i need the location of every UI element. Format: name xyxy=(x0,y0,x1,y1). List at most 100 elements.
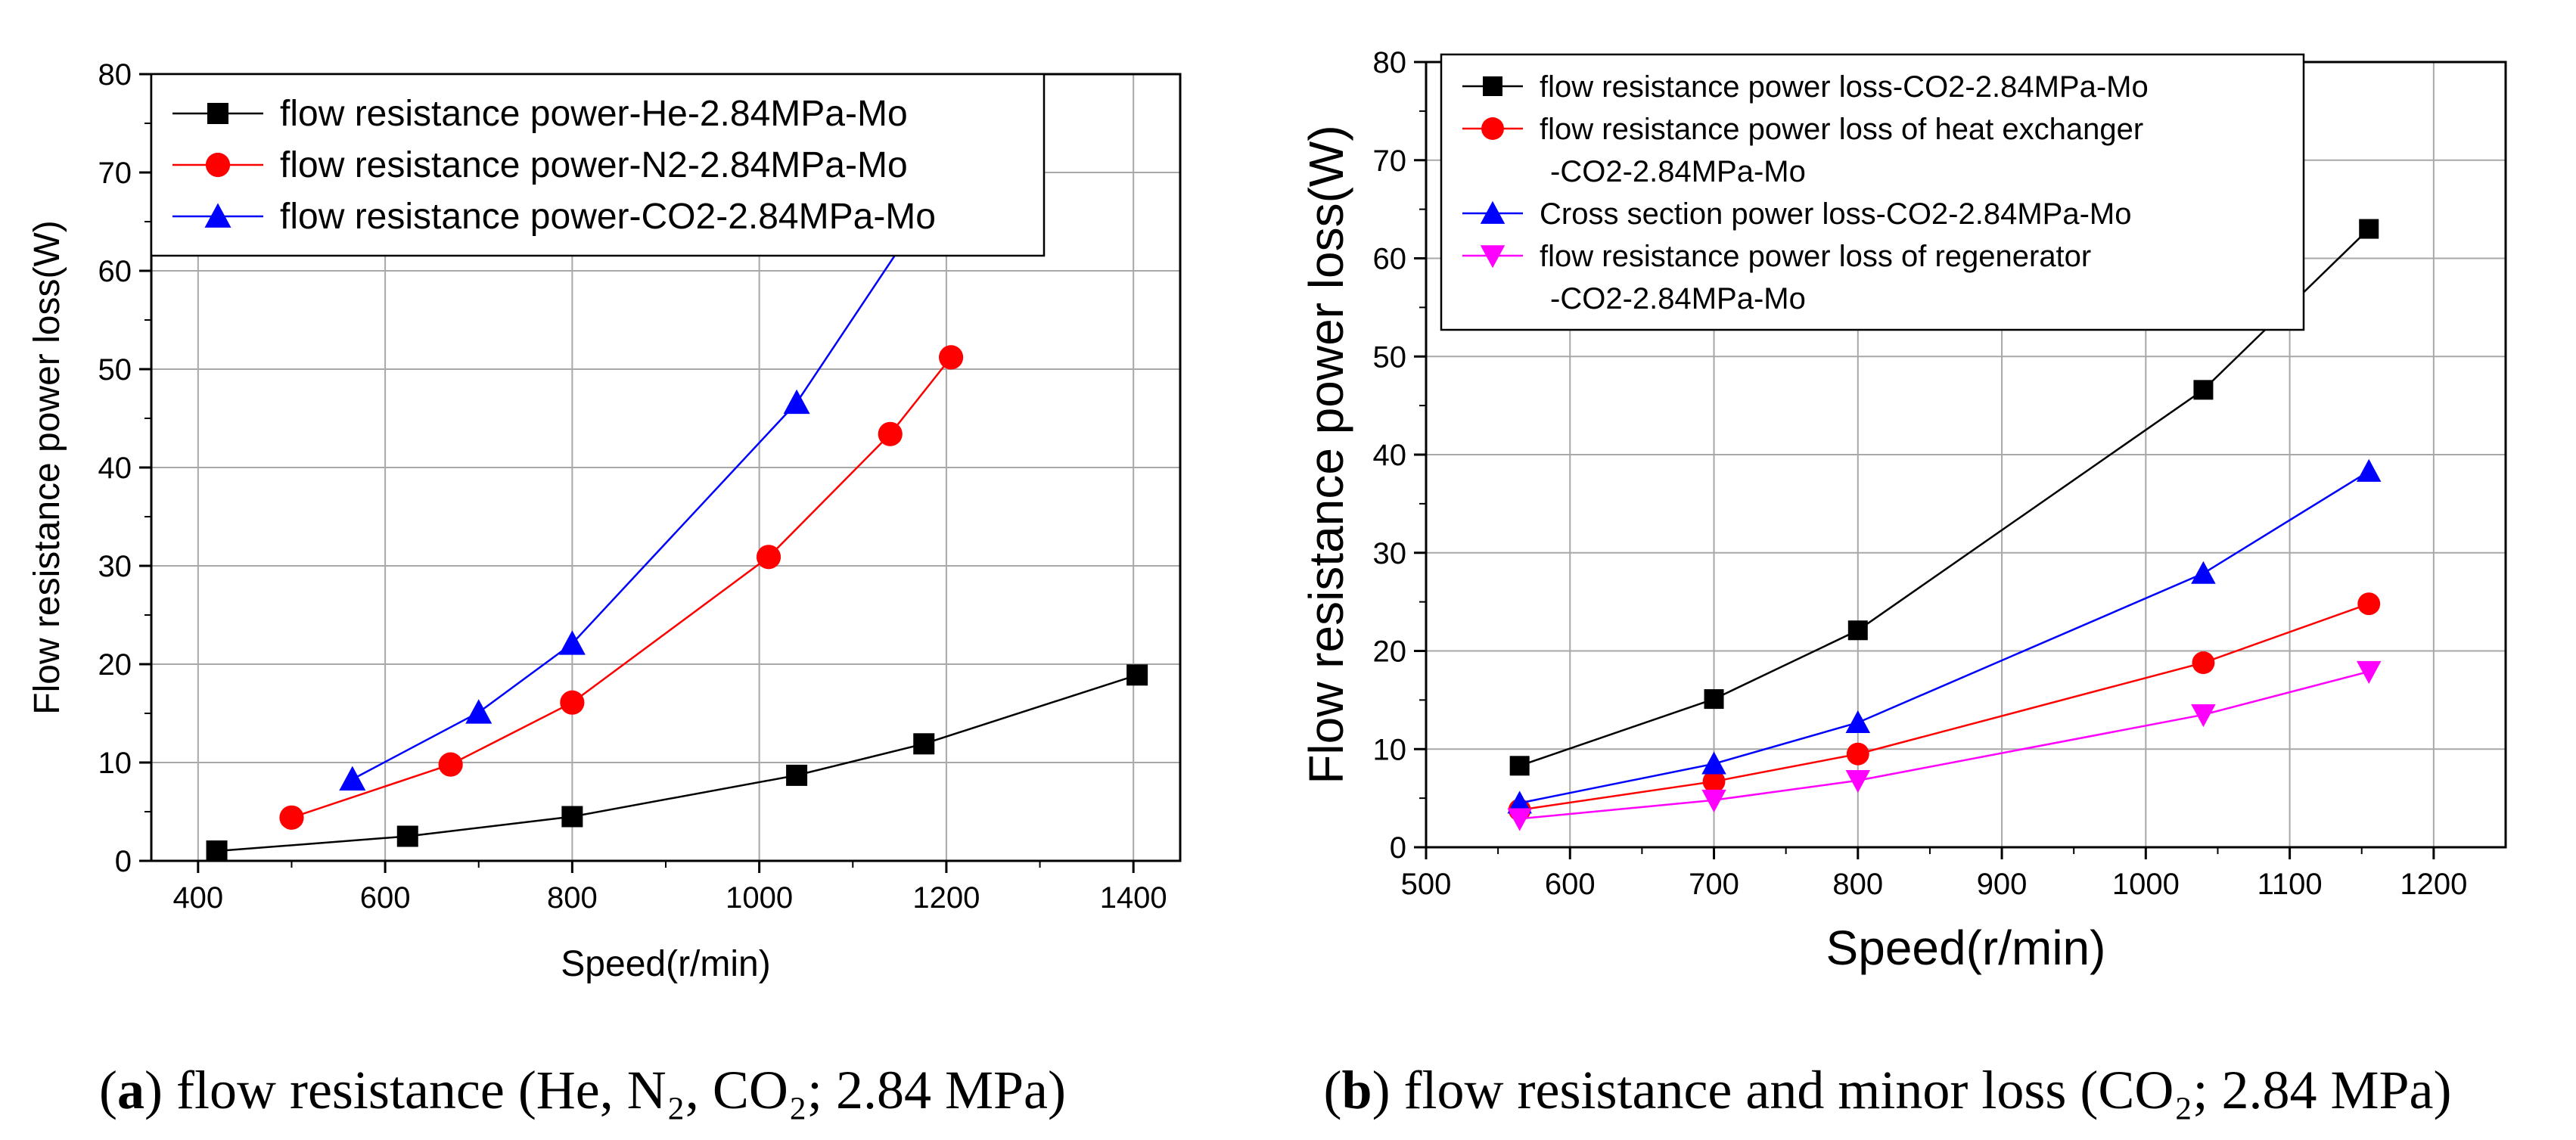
data-point-b-1 xyxy=(2359,219,2379,239)
data-point-b-4 xyxy=(2356,660,2382,684)
y-tick-label-a: 70 xyxy=(98,157,132,190)
y-axis-title-b: Flow resistance power loss(W) xyxy=(1299,125,1353,784)
x-tick-label-b: 700 xyxy=(1689,868,1739,901)
data-point-a-3 xyxy=(783,389,810,415)
x-tick-label-b: 1000 xyxy=(2112,868,2180,901)
data-point-a-1 xyxy=(561,806,583,828)
data-point-b-3 xyxy=(2356,458,2382,482)
x-tick-label-b: 500 xyxy=(1401,868,1452,901)
x-tick-label-a: 400 xyxy=(172,881,223,915)
data-point-a-3 xyxy=(558,630,586,655)
data-point-b-2 xyxy=(1846,742,1869,766)
caption-a-letter: a xyxy=(117,1060,144,1120)
data-point-b-4 xyxy=(1507,808,1532,831)
data-point-b-2 xyxy=(2192,651,2215,675)
y-tick-label-a: 50 xyxy=(98,353,132,387)
y-tick-label-b: 60 xyxy=(1373,243,1407,276)
caption-b: (b) flow resistance and minor loss (CO₂;… xyxy=(1324,1060,2452,1120)
x-tick-label-a: 1200 xyxy=(912,881,980,915)
series-b-2 xyxy=(1508,592,2381,822)
legend-marker-b-4 xyxy=(1480,245,1506,269)
data-point-b-3 xyxy=(1701,751,1726,775)
series-a-2 xyxy=(279,345,964,830)
y-tick-label-b: 30 xyxy=(1373,537,1407,570)
x-tick-label-b: 600 xyxy=(1545,868,1596,901)
y-tick-label-b: 20 xyxy=(1373,635,1407,669)
x-tick-label-a: 800 xyxy=(547,881,598,915)
data-point-a-2 xyxy=(938,345,964,370)
caption-b-letter: b xyxy=(1342,1060,1372,1120)
x-axis-title-a: Speed(r/min) xyxy=(561,944,770,984)
x-tick-label-b: 800 xyxy=(1832,868,1883,901)
series-line-a-3 xyxy=(352,241,906,781)
data-point-a-2 xyxy=(438,752,463,777)
legend-label-b-4: flow resistance power loss of regenerato… xyxy=(1540,240,2091,273)
data-point-b-3 xyxy=(2191,561,2216,584)
caption-a-text: flow resistance (He, N₂, CO₂; 2.84 MPa) xyxy=(163,1060,1066,1120)
caption-b-text: flow resistance and minor loss (CO₂; 2.8… xyxy=(1391,1060,2452,1120)
x-tick-label-b: 1200 xyxy=(2400,868,2467,901)
data-point-b-1 xyxy=(1847,620,1868,641)
caption-a: (a) flow resistance (He, N₂, CO₂; 2.84 M… xyxy=(99,1060,1066,1120)
y-tick-label-a: 80 xyxy=(98,58,132,92)
y-axis-title-a: Flow resistance power loss(W) xyxy=(27,220,67,714)
x-axis-title-b: Speed(r/min) xyxy=(1826,921,2106,975)
data-point-b-1 xyxy=(1704,689,1724,710)
series-line-b-3 xyxy=(1519,470,2369,804)
data-point-a-2 xyxy=(756,545,782,570)
x-tick-label-a: 1000 xyxy=(726,881,793,915)
chart-panel-b: 500 600 700 800 900 1000 1100 1200 0 10 20 30 40 50 60… xyxy=(1299,46,2507,975)
data-point-b-2 xyxy=(2357,592,2381,616)
legend-marker-b-1 xyxy=(1483,76,1502,96)
legend-label-b-2-line2: -CO2-2.84MPa-Mo xyxy=(1550,155,1806,188)
data-point-b-3 xyxy=(1507,791,1532,814)
y-tick-label-b: 10 xyxy=(1373,733,1407,766)
data-point-a-2 xyxy=(560,690,585,715)
data-point-a-1 xyxy=(206,840,228,862)
data-point-a-2 xyxy=(279,805,304,830)
series-b-1 xyxy=(1509,219,2379,776)
legend-marker-b-3 xyxy=(1480,200,1506,224)
series-line-b-2 xyxy=(1519,603,2369,811)
data-point-a-1 xyxy=(396,825,418,847)
x-tick-label-a: 600 xyxy=(360,881,411,915)
data-point-a-3 xyxy=(339,766,366,791)
y-tick-label-b: 0 xyxy=(1390,831,1406,865)
legend-box-a xyxy=(150,73,1046,257)
data-point-b-1 xyxy=(2193,380,2214,400)
legend-label-a-2: flow resistance power-N2-2.84MPa-Mo xyxy=(280,145,908,185)
series-a-3 xyxy=(339,228,918,791)
legend-a: flow resistance power-He-2.84MPa-Mo flow … xyxy=(150,73,1046,257)
series-b-3 xyxy=(1507,458,2382,814)
data-point-a-2 xyxy=(878,421,903,446)
data-point-a-1 xyxy=(1126,664,1148,686)
series-line-a-2 xyxy=(291,356,952,819)
legend-box-b xyxy=(1440,53,2305,331)
data-point-b-2 xyxy=(1702,770,1726,794)
y-tick-label-a: 60 xyxy=(98,255,132,288)
data-point-a-1 xyxy=(913,733,935,755)
legend-marker-a-1 xyxy=(207,103,228,124)
series-b-4 xyxy=(1507,660,2382,831)
series-a-1 xyxy=(206,664,1148,862)
legend-label-a-1: flow resistance power-He-2.84MPa-Mo xyxy=(280,94,908,134)
legend-b: flow resistance power loss-CO2-2.84MPa-M… xyxy=(1440,53,2305,331)
y-tick-label-b: 50 xyxy=(1373,340,1407,374)
y-tick-label-a: 20 xyxy=(98,648,132,682)
x-tick-label-b: 1100 xyxy=(2257,868,2323,901)
data-point-b-4 xyxy=(2191,704,2216,728)
chart-panel-a: 400 600 800 1000 1200 1400 0 10 20 30 40 50 60 70 80 Sp… xyxy=(27,58,1182,984)
y-tick-label-b: 70 xyxy=(1373,144,1407,178)
x-tick-label-a: 1400 xyxy=(1100,881,1167,915)
legend-marker-a-2 xyxy=(205,152,231,178)
legend-marker-b-2 xyxy=(1481,117,1504,140)
data-point-b-3 xyxy=(1845,710,1871,734)
legend-label-b-2: flow resistance power loss of heat excha… xyxy=(1540,113,2143,146)
y-tick-label-a: 10 xyxy=(98,747,132,780)
data-point-b-1 xyxy=(1509,756,1530,776)
y-tick-label-b: 80 xyxy=(1373,46,1407,79)
data-point-a-1 xyxy=(786,764,808,786)
y-tick-label-b: 40 xyxy=(1373,439,1407,472)
data-point-a-3 xyxy=(465,699,493,724)
